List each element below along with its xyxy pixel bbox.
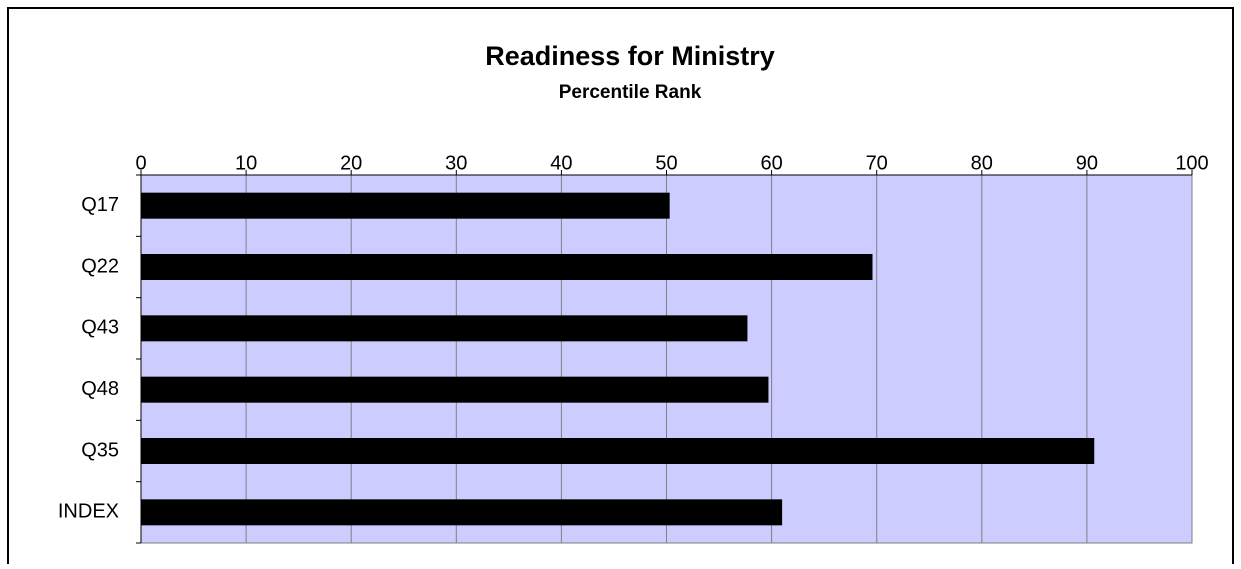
frame (7, 7, 1234, 569)
x-tick-label: 60 (760, 152, 782, 174)
x-tick-label: 40 (550, 152, 572, 174)
bar (141, 499, 783, 526)
x-tick-label: 20 (340, 152, 362, 174)
bar (141, 254, 873, 280)
chart-subtitle: Percentile Rank (559, 82, 702, 103)
y-tick-label: Q17 (81, 194, 119, 216)
x-tick-label: 0 (135, 152, 146, 174)
x-tick-label: 30 (445, 152, 467, 174)
y-tick-label: Q22 (81, 255, 119, 277)
x-tick-label: 50 (655, 152, 677, 174)
bar (141, 192, 670, 219)
bar (141, 315, 748, 342)
x-tick-label: 80 (971, 152, 993, 174)
x-tick-label: 90 (1076, 152, 1098, 174)
x-tick-label: 100 (1175, 152, 1208, 174)
bar (141, 438, 1095, 464)
y-tick-label: Q48 (81, 378, 119, 400)
bar (141, 376, 769, 403)
y-tick-label: Q43 (81, 317, 119, 339)
x-tick-label: 10 (235, 152, 257, 174)
y-tick-label: INDEX (58, 501, 119, 523)
x-tick-label: 70 (866, 152, 888, 174)
chart-title: Readiness for Ministry (485, 41, 775, 71)
y-tick-label: Q35 (81, 439, 119, 461)
